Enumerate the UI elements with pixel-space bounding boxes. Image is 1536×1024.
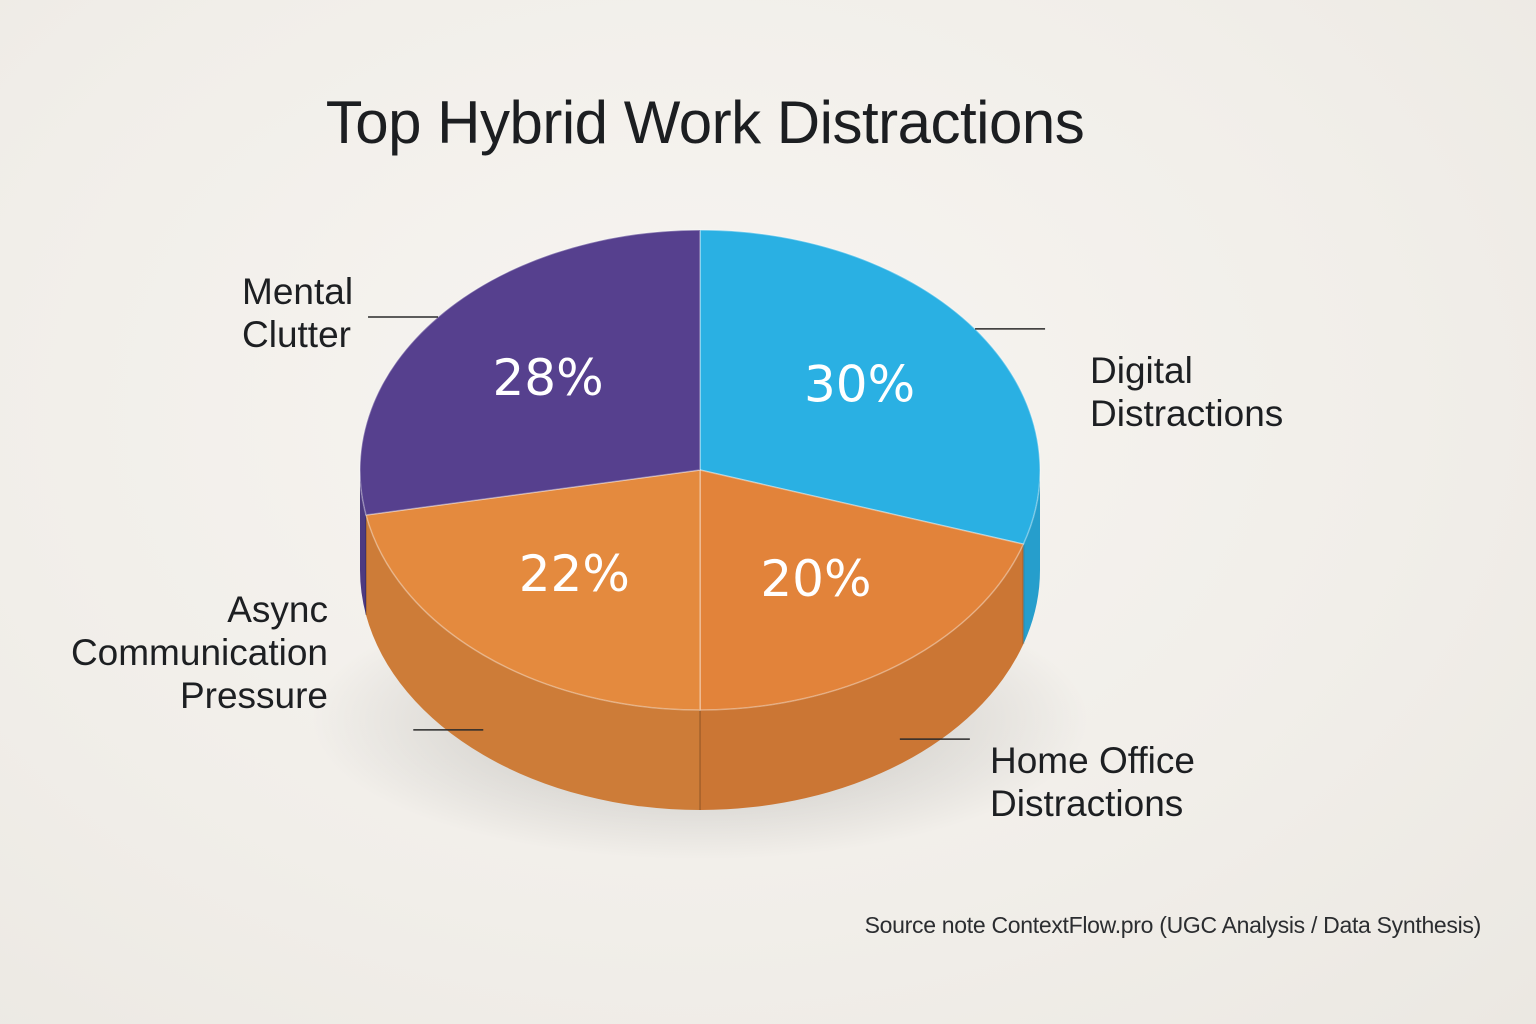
callout-home-office: Home Office Distractions — [990, 739, 1195, 825]
callout-line: Distractions — [1090, 393, 1284, 434]
pie-slice-mental — [359, 229, 701, 516]
callout-line: Distractions — [990, 783, 1184, 824]
callout-line: Mental — [242, 271, 354, 312]
callout-async-communication: Async Communication Pressure — [60, 588, 328, 717]
pie-side-async — [366, 514, 700, 810]
callout-line: Digital — [1090, 350, 1193, 391]
source-note: Source note ContextFlow.pro (UGC Analysi… — [864, 912, 1482, 938]
pie-value-label-home: 20% — [760, 550, 871, 608]
chart-title: Top Hybrid Work Distractions — [325, 89, 1085, 156]
pie-side-home — [700, 544, 1024, 810]
pie-side-digital — [1023, 470, 1040, 645]
callout-line: Home Office — [990, 740, 1195, 781]
callout-line: Pressure — [179, 675, 328, 716]
pie-side-mental — [360, 470, 367, 615]
pie-slice-async — [365, 469, 701, 711]
pie-value-label-digital: 30% — [804, 356, 915, 414]
callout-mental-clutter: Mental Clutter — [242, 270, 353, 356]
callout-digital-distractions: Digital Distractions — [1090, 349, 1283, 435]
pie-slice-home — [699, 469, 1025, 711]
callout-line: Communication — [70, 632, 328, 673]
callout-line: Async — [227, 589, 328, 630]
pie-value-label-mental: 28% — [492, 349, 603, 407]
pie-value-label-async: 22% — [519, 545, 630, 603]
callout-line: Clutter — [242, 314, 351, 355]
